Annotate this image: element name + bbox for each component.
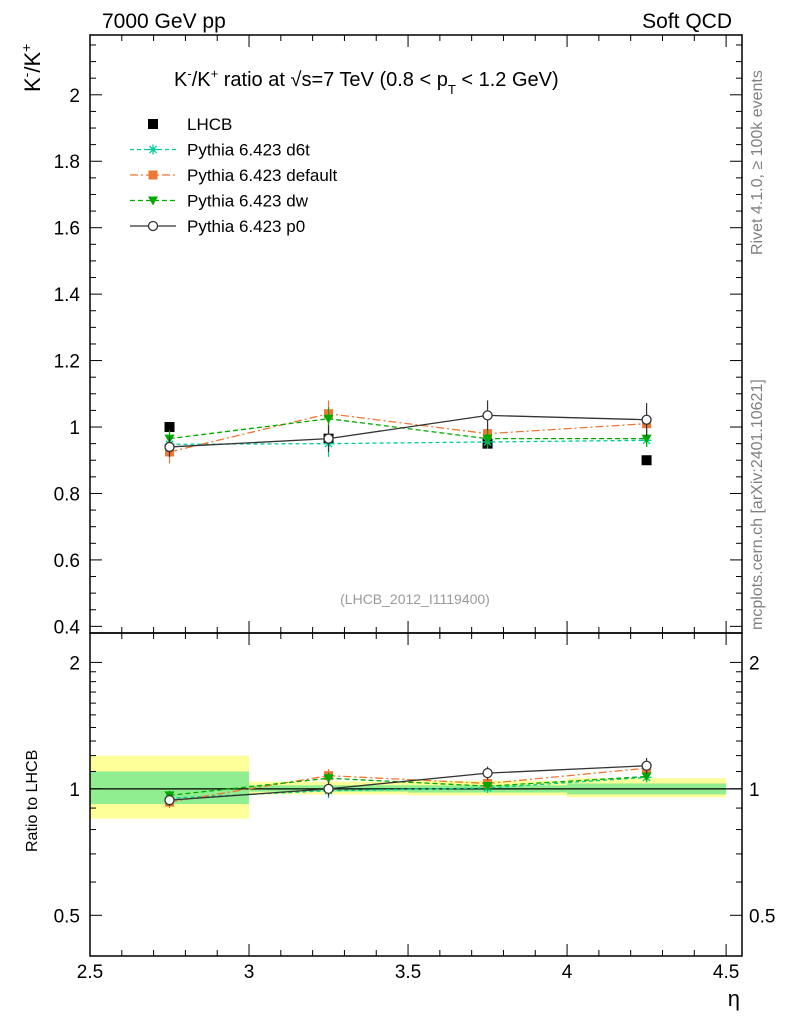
- title-sub-t: T: [448, 82, 456, 97]
- legend-label-pythia-6-423-default: Pythia 6.423 default: [187, 166, 338, 185]
- title-ratio-at: ratio at: [218, 69, 290, 91]
- main-ticks-layer: 0.4 0.6 0.8 1 1.2 1.4 1.6 1.8 2: [54, 35, 742, 638]
- main-series-layer: [164, 400, 652, 466]
- ratio-point-pythia-6-423-p0: [482, 767, 493, 779]
- ratio-y-tick-label-left: 2: [69, 653, 80, 674]
- ratio-y-axis-label: Ratio to LHCB: [24, 750, 41, 852]
- x-tick-labels: 2.5 3 3.5 4 4.5: [77, 962, 740, 983]
- series-line-pythia-6-423-d6t: [169, 439, 647, 445]
- legend-marker-pythia-6-423-dw: [148, 196, 158, 206]
- x-tick-label: 2.5: [77, 962, 103, 983]
- lhcb-data-point: [164, 422, 175, 433]
- title-sqrt: √: [290, 69, 301, 91]
- ratio-point-pythia-6-423-dw: [323, 774, 334, 784]
- ratio-point-pythia-6-423-p0: [641, 760, 652, 771]
- y-label-slash: /K: [20, 52, 45, 73]
- chart-title: K-/K+ ratio at √s=7 TeV (0.8 < pT < 1.2 …: [174, 66, 559, 97]
- legend-label-pythia-6-423-p0: Pythia 6.423 p0: [187, 217, 305, 236]
- series-line-pythia-6-423-p0: [169, 414, 647, 448]
- header-left-label: 7000 GeV pp: [102, 10, 226, 33]
- legend-marker-pythia-6-423-p0: [147, 220, 159, 232]
- x-axis-label: η: [728, 986, 740, 1011]
- y-tick-label: 1.8: [54, 152, 80, 173]
- y-axis-label: K-/K+: [18, 44, 45, 92]
- series-point-pythia-6-423-p0: [482, 410, 493, 421]
- legend-label-lhcb: LHCB: [187, 115, 232, 134]
- ratio-plot: 0.5 0.5 1 1 2 2 Ratio to LHCB: [24, 632, 775, 957]
- legend-marker-pythia-6-423-default: [148, 170, 158, 180]
- analysis-watermark: (LHCB_2012_I1119400): [340, 591, 490, 607]
- y-label-base: K: [20, 77, 45, 92]
- y-tick-label: 0.8: [54, 484, 80, 505]
- legend-marker-pythia-6-423-d6t-arm: [149, 145, 157, 154]
- ratio-point-pythia-6-423-p0: [323, 783, 334, 795]
- legend-label-pythia-6-423-dw: Pythia 6.423 dw: [187, 192, 309, 211]
- rivet-label: Rivet 4.1.0, ≥ 100k events: [749, 70, 766, 255]
- y-tick-label: 1: [69, 418, 80, 439]
- y-tick-label: 1.6: [54, 219, 80, 240]
- ratio-point-pythia-6-423-dw: [641, 772, 652, 782]
- legend: LHCB Pythia 6.423 d6t Pythia 6.423 default…: [130, 115, 338, 236]
- lhcb-data-point: [641, 455, 652, 466]
- title-sup-minus: -: [187, 66, 191, 81]
- legend-label-pythia-6-423-d6t: Pythia 6.423 d6t: [187, 141, 310, 160]
- series-point-pythia-6-423-p0: [164, 441, 175, 453]
- legend-marker-pythia-6-423-d6t: [148, 144, 158, 155]
- x-tick-label: 3.5: [395, 962, 421, 983]
- ratio-y-tick-label-right: 1: [749, 780, 760, 801]
- title-slash-k: /K: [192, 69, 212, 91]
- legend-marker-lhcb: [148, 119, 158, 129]
- title-tail: < 1.2 GeV): [456, 69, 559, 91]
- ratio-y-tick-label-left: 1: [69, 780, 80, 801]
- x-tick-label: 4.5: [713, 962, 739, 983]
- ratio-y-tick-label-left: 0.5: [54, 906, 80, 927]
- y-label-sup-minus: -: [18, 72, 34, 77]
- y-tick-label: 0.6: [54, 551, 80, 572]
- y-tick-label: 1.4: [54, 285, 81, 306]
- series-line-pythia-6-423-dw: [169, 418, 647, 440]
- ratio-line-pythia-6-423-p0: [169, 765, 647, 801]
- ratio-plot-frame: [89, 632, 743, 957]
- series-point-pythia-6-423-p0: [323, 433, 334, 444]
- ratio-y-tick-label-right: 2: [749, 653, 760, 674]
- series-point-pythia-6-423-dw: [641, 434, 652, 444]
- series-point-pythia-6-423-dw: [323, 414, 334, 424]
- y-label-sup-plus: +: [18, 44, 34, 52]
- main-plot: 0.40.60.811.21.41.61.82 K-/K+ K-/K+ rati…: [18, 34, 743, 638]
- y-tick-label: 1.2: [54, 352, 80, 373]
- ratio-point-pythia-6-423-p0: [164, 794, 175, 806]
- title-energy: s=7 TeV (0.8 < p: [301, 69, 447, 91]
- series-point-pythia-6-423-dw: [482, 434, 493, 444]
- mcplots-label: mcplots.cern.ch [arXiv:2401.10621]: [749, 379, 766, 630]
- ratio-point-pythia-6-423-dw: [482, 782, 493, 792]
- ratio-bands-layer: [90, 755, 727, 819]
- title-k: K: [174, 69, 188, 91]
- x-tick-label: 4: [562, 962, 573, 983]
- y-tick-label: 0.4: [54, 617, 81, 638]
- series-line-pythia-6-423-default: [169, 413, 647, 453]
- title-sup-plus: +: [211, 66, 219, 81]
- ratio-series-layer: [164, 757, 652, 809]
- ratio-y-tick-label-right: 0.5: [749, 906, 775, 927]
- header-right-label: Soft QCD: [642, 10, 732, 33]
- y-tick-label: 2: [69, 86, 80, 107]
- x-tick-label: 3: [244, 962, 255, 983]
- series-point-pythia-6-423-p0: [641, 414, 652, 425]
- ratio-ticks-layer: 0.5 0.5 1 1 2 2: [54, 633, 775, 957]
- ratio-line-pythia-6-423-default: [169, 767, 647, 803]
